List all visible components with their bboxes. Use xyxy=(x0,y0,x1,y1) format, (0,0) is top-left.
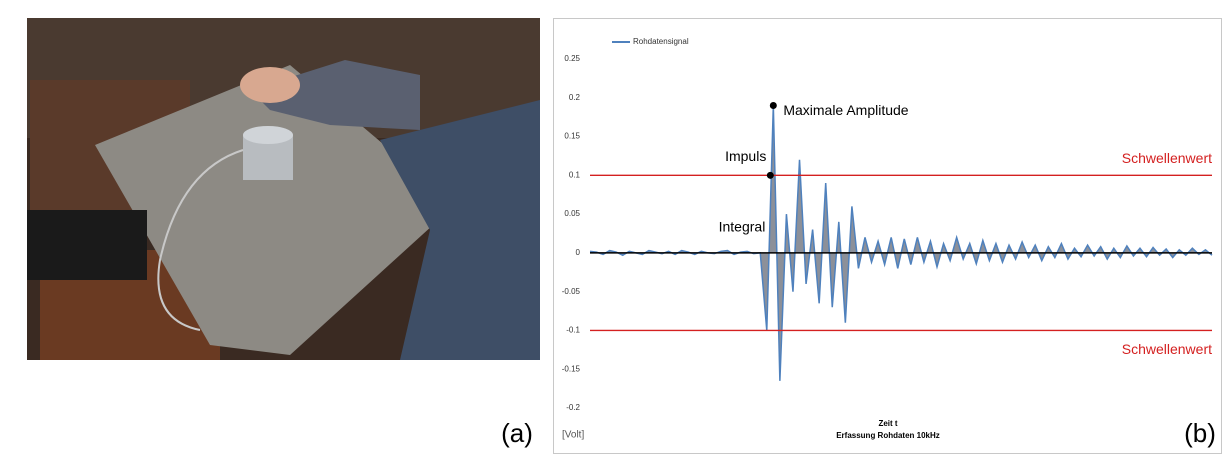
y-tick-label: 0.1 xyxy=(569,170,581,179)
y-tick-label: -0.15 xyxy=(562,364,581,373)
y-tick-label: 0 xyxy=(576,248,581,257)
annotation: Impuls xyxy=(725,148,766,164)
photo xyxy=(27,18,540,360)
signal-line xyxy=(589,105,1213,381)
x-axis-label: Zeit t xyxy=(878,419,897,428)
threshold-label: Schwellenwert xyxy=(1122,150,1212,166)
chart-frame xyxy=(553,18,1222,454)
annotation: Maximale Amplitude xyxy=(783,102,908,118)
signal-area xyxy=(590,105,1212,381)
y-tick-label: 0.25 xyxy=(564,54,580,63)
panel-label: (a) xyxy=(501,418,533,448)
impulse-dot xyxy=(766,171,774,179)
peak-dot xyxy=(769,102,777,110)
y-tick-label: 0.15 xyxy=(564,132,580,141)
y-tick-label: 0.05 xyxy=(564,209,580,218)
y-tick-label: -0.2 xyxy=(566,403,580,412)
x-axis-sublabel: Erfassung Rohdaten 10kHz xyxy=(836,431,940,440)
panel-label: (b) xyxy=(1184,418,1216,448)
y-tick-label: -0.05 xyxy=(562,287,581,296)
y-tick-label: -0.1 xyxy=(566,326,580,335)
annotation: Integral xyxy=(719,219,766,235)
y-axis-label: [Volt] xyxy=(562,430,584,441)
threshold-label: Schwellenwert xyxy=(1122,341,1212,357)
y-tick-label: 0.2 xyxy=(569,93,581,102)
legend-label: Rohdatensignal xyxy=(633,37,689,46)
